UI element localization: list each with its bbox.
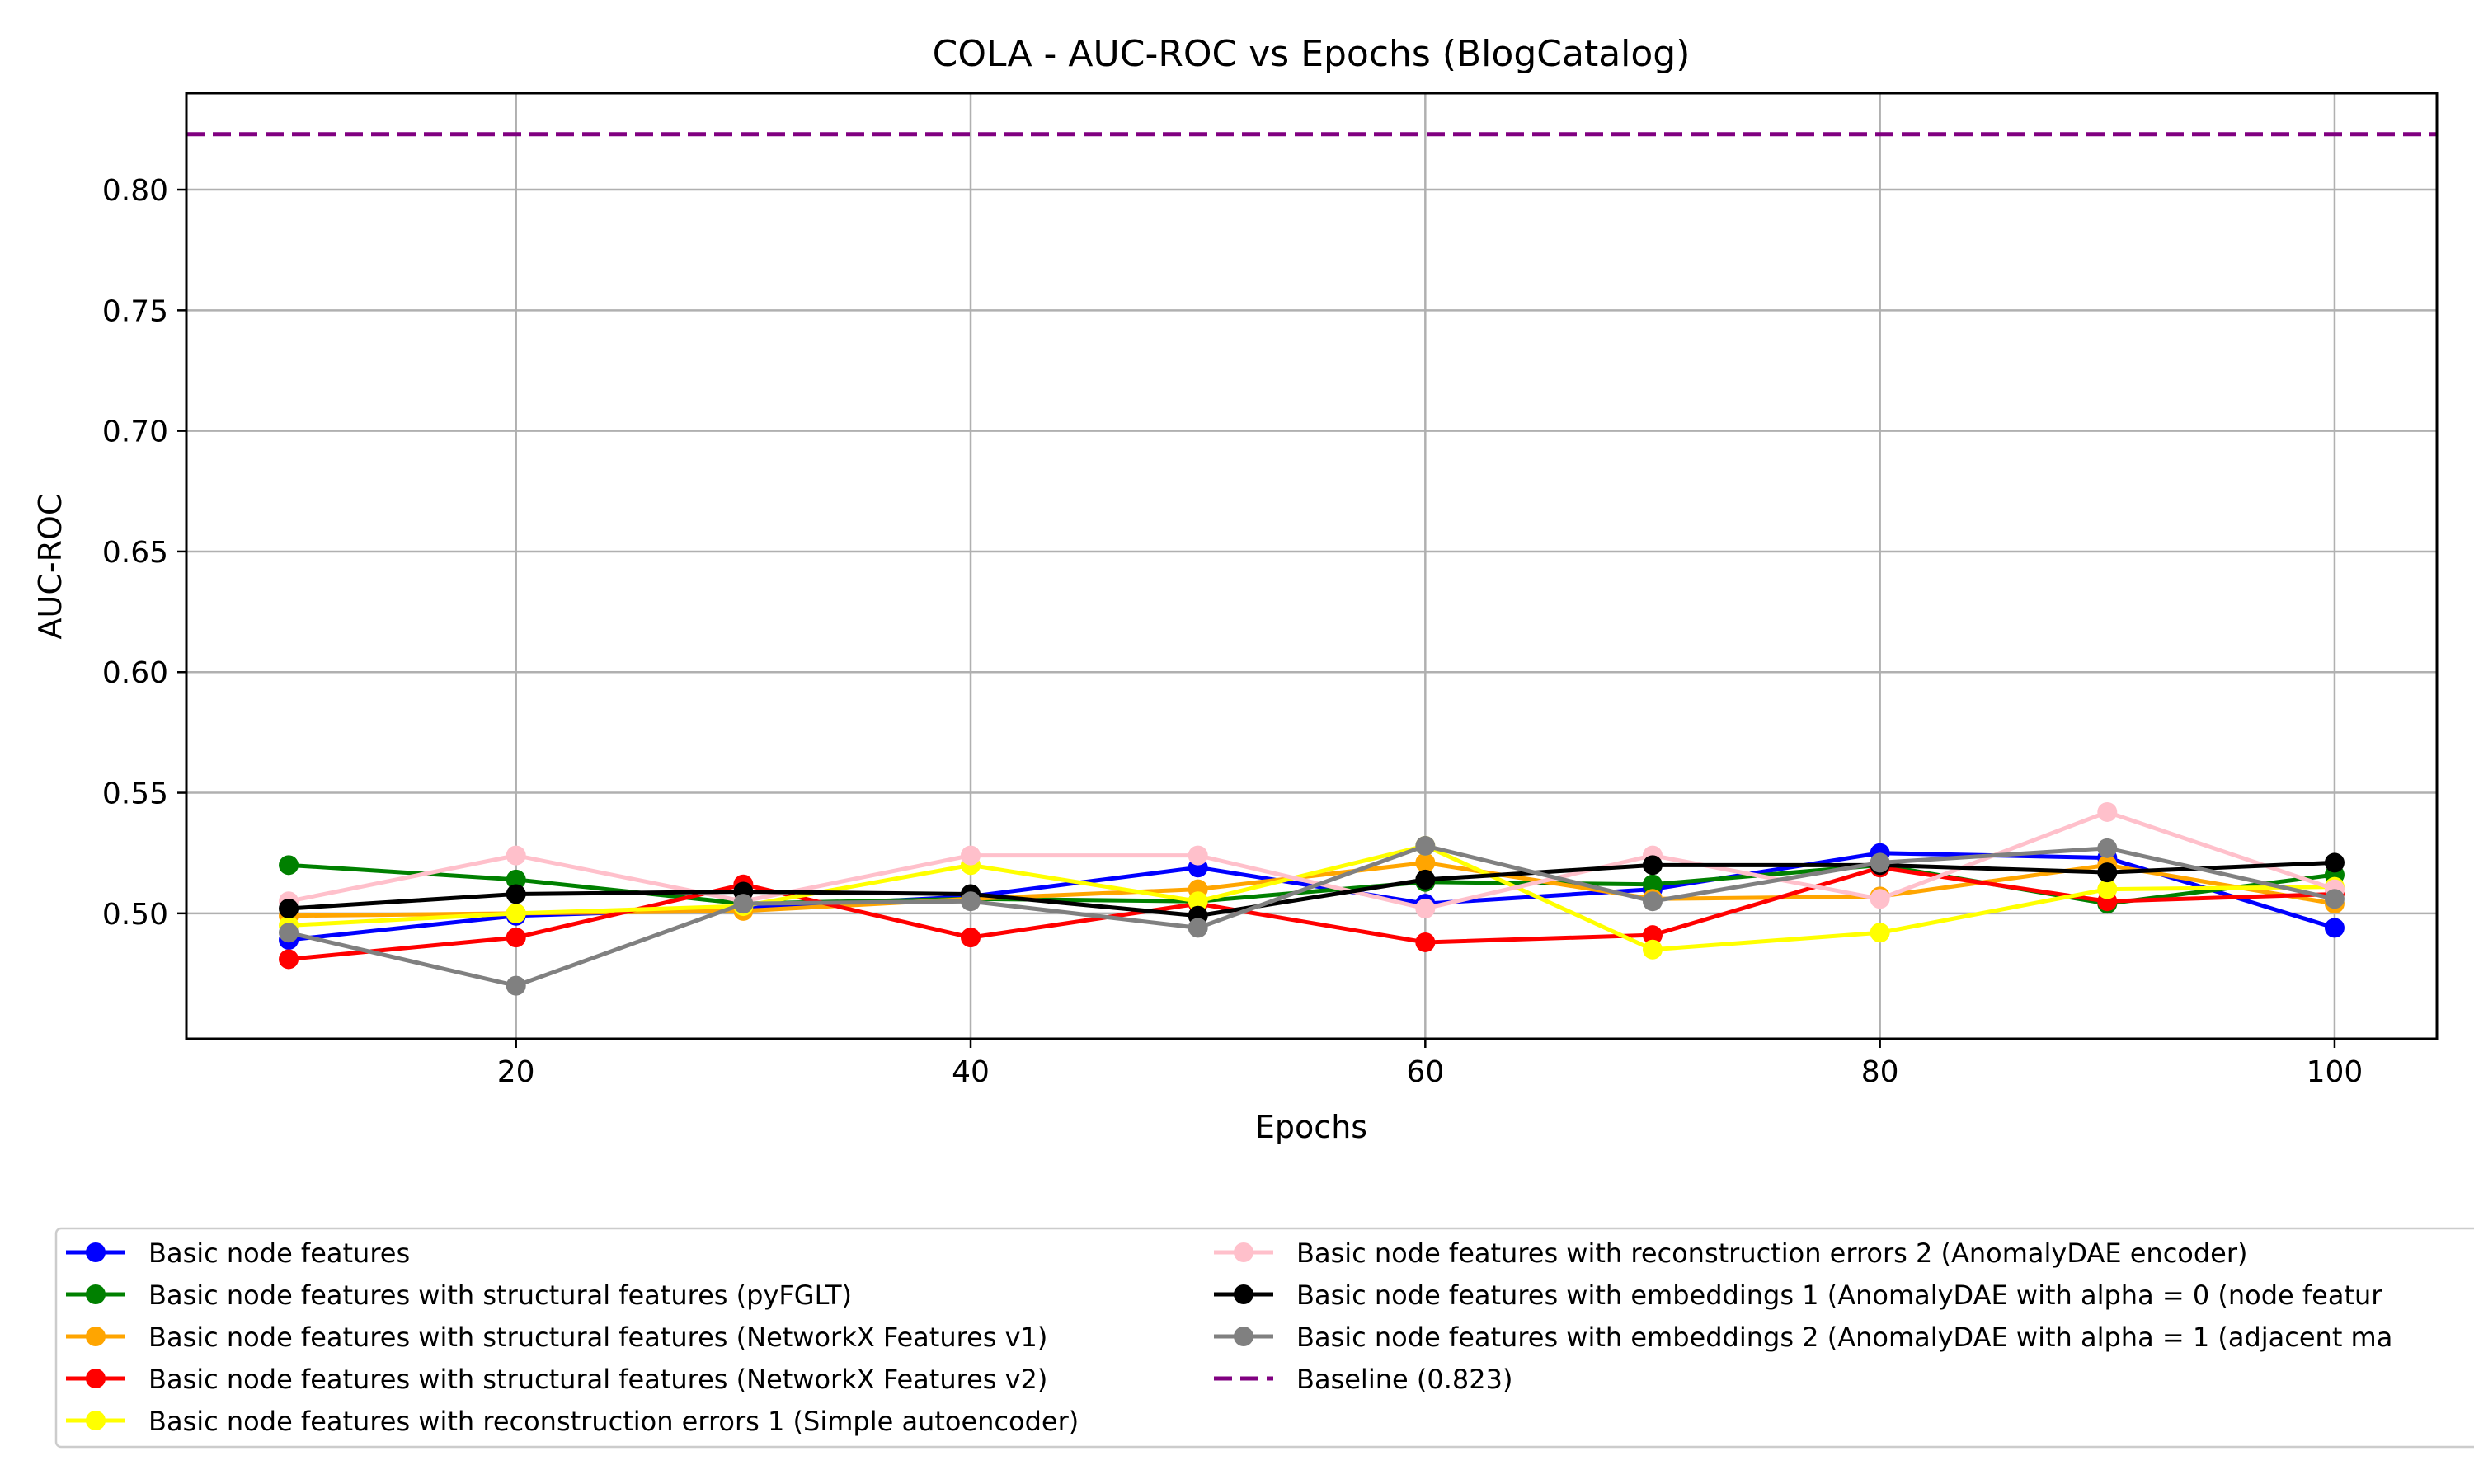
legend-label: Basic node features with embeddings 1 (A… [1296,1280,2382,1311]
data-point [506,845,526,866]
y-tick-label: 0.60 [102,656,168,690]
legend-label: Basic node features with structural feat… [148,1322,1047,1353]
legend-entry: Basic node features with reconstruction … [1214,1237,2248,1269]
legend-marker [86,1327,106,1346]
x-axis: 20 40 60 80 100 [497,1039,2363,1089]
x-tick-label: 80 [1861,1055,1899,1089]
legend-marker [86,1242,106,1262]
data-point [961,845,981,866]
legend-entry: Baseline (0.823) [1214,1364,1512,1395]
legend-label: Basic node features with reconstruction … [148,1406,1079,1437]
data-point [1642,925,1663,946]
legend-entry: Basic node features [66,1237,410,1269]
legend-marker [86,1369,106,1388]
data-point [279,898,299,918]
legend-entry: Basic node features with structural feat… [66,1322,1047,1353]
data-point [733,894,754,914]
legend-marker [1234,1327,1253,1346]
series-8 [279,835,2345,996]
y-tick-label: 0.75 [102,294,168,328]
legend-label: Basic node features with reconstruction … [1296,1237,2248,1269]
legend-label: Basic node features with structural feat… [148,1280,852,1311]
data-point [2097,879,2118,899]
data-point [961,891,981,912]
legend-marker [86,1411,106,1430]
legend-label: Basic node features with embeddings 2 (A… [1296,1322,2392,1353]
data-point [1415,932,1436,952]
data-point [2097,801,2118,822]
data-point [279,855,299,876]
y-axis: 0.50 0.55 0.60 0.65 0.70 0.75 0.80 [102,174,186,932]
series-line [288,843,2335,989]
grid [186,93,2437,1039]
legend-marker [1234,1242,1253,1262]
y-axis-label: AUC-ROC [32,494,68,640]
data-point [1642,939,1663,960]
legend-label: Basic node features [148,1237,410,1269]
y-tick-label: 0.55 [102,777,168,811]
data-point [2324,918,2345,938]
legend-marker [1234,1284,1253,1304]
data-point [1642,874,1663,895]
data-point [1188,918,1208,938]
legend: Basic node features Basic node features w… [54,1227,2474,1449]
y-tick-label: 0.80 [102,174,168,208]
data-point [279,949,299,970]
data-point [1642,855,1663,876]
series-7 [279,852,2345,926]
y-tick-label: 0.50 [102,898,168,932]
data-point [2097,838,2118,858]
data-point [961,928,981,948]
data-point [1870,923,1890,943]
data-point [506,869,526,890]
y-tick-label: 0.70 [102,416,168,449]
data-point [1415,869,1436,890]
data-point [1188,891,1208,912]
series-line [288,860,2335,918]
x-axis-label: Epochs [1255,1109,1367,1145]
legend-entry: Basic node features with reconstruction … [66,1406,1079,1437]
legend-entry: Basic node features with structural feat… [66,1364,1047,1395]
legend-items: Basic node features Basic node features w… [66,1237,2392,1437]
legend-label: Basic node features with structural feat… [148,1364,1047,1395]
data-point [1415,898,1436,918]
legend-entry: Basic node features with embeddings 1 (A… [1214,1280,2382,1311]
series-line [288,843,2335,952]
x-tick-label: 40 [952,1055,990,1089]
data-point [506,903,526,923]
plot-frame [185,92,2439,1040]
data-point [1642,891,1663,912]
data-point [1415,835,1436,856]
legend-entry: Basic node features with embeddings 2 (A… [1214,1322,2392,1353]
data-point [506,975,526,996]
data-point [2324,889,2345,909]
data-point [1870,889,1890,909]
legend-entry: Basic node features with structural feat… [66,1280,852,1311]
legend-marker [86,1284,106,1304]
data-point [506,884,526,904]
chart-title: COLA - AUC-ROC vs Epochs (BlogCatalog) [933,33,1691,75]
data-point [279,923,299,943]
x-tick-label: 60 [1406,1055,1444,1089]
data-point [1870,852,1890,873]
y-tick-label: 0.65 [102,536,168,570]
data-point [506,928,526,948]
data-point [2097,862,2118,883]
data-point [1188,845,1208,866]
data-point [2324,852,2345,873]
x-tick-label: 100 [2307,1055,2363,1089]
legend-label: Baseline (0.823) [1296,1364,1512,1395]
data-point [1415,852,1436,873]
x-tick-label: 20 [497,1055,535,1089]
series-layer [279,801,2345,996]
